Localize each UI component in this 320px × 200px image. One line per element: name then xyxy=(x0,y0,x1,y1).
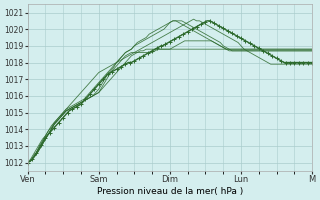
X-axis label: Pression niveau de la mer( hPa ): Pression niveau de la mer( hPa ) xyxy=(97,187,243,196)
